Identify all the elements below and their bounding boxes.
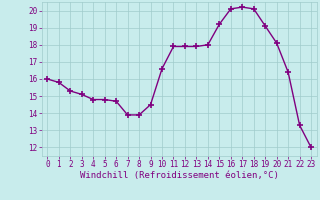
X-axis label: Windchill (Refroidissement éolien,°C): Windchill (Refroidissement éolien,°C) [80,171,279,180]
